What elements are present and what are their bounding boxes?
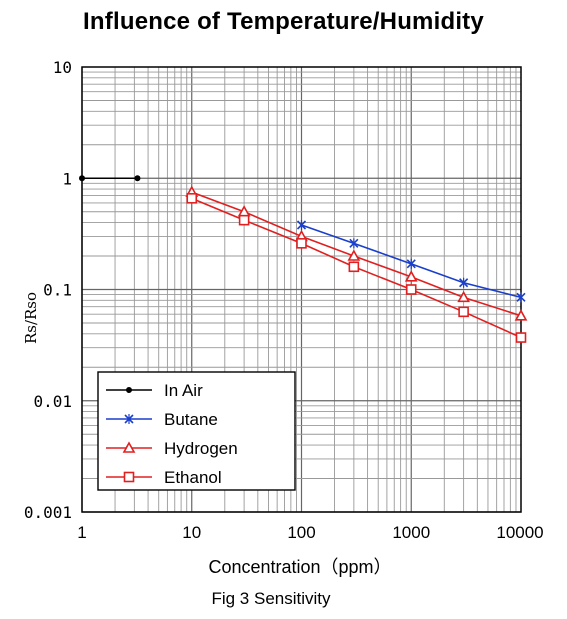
y-tick-label: 0.01 bbox=[33, 392, 72, 411]
legend-item-hydrogen: Hydrogen bbox=[106, 439, 238, 458]
series-layer bbox=[79, 175, 528, 343]
tick-labels: 0.001 0.01 0.1 1 10 1 10 100 1000 10000 bbox=[24, 58, 544, 542]
series-ethanol bbox=[186, 193, 527, 343]
data-point-hydrogen bbox=[457, 290, 470, 303]
y-tick-label: 0.1 bbox=[43, 281, 72, 300]
x-tick-label: 1 bbox=[77, 523, 86, 542]
y-tick-label: 10 bbox=[53, 58, 72, 77]
data-point-ethanol bbox=[348, 261, 360, 273]
x-tick-label: 1000 bbox=[392, 523, 430, 542]
data-point-ethanol bbox=[458, 306, 469, 318]
x-tick-label: 10000 bbox=[496, 523, 543, 542]
series-butane bbox=[296, 219, 526, 303]
x-tick-label: 100 bbox=[287, 523, 315, 542]
legend-label: In Air bbox=[164, 381, 203, 400]
data-point-ethanol bbox=[238, 214, 250, 226]
series-in-air bbox=[79, 175, 141, 182]
data-point-ethanol bbox=[186, 193, 198, 204]
data-point-butane bbox=[296, 219, 307, 230]
data-point-ethanol bbox=[296, 238, 307, 249]
legend-label: Butane bbox=[164, 410, 218, 429]
figure-caption: Fig 3 Sensitivity bbox=[211, 589, 331, 608]
x-axis-label: Concentration（ppm） bbox=[208, 557, 391, 577]
data-point-hydrogen bbox=[514, 309, 528, 321]
y-tick-label: 0.001 bbox=[24, 503, 72, 522]
data-point-ethanol bbox=[405, 284, 417, 295]
data-point-in-air bbox=[79, 175, 85, 182]
data-point-in-air bbox=[134, 175, 141, 182]
data-point-butane bbox=[406, 258, 416, 269]
legend-item-in-air: In Air bbox=[106, 381, 203, 400]
data-point-butane bbox=[349, 238, 359, 249]
legend-marker bbox=[123, 471, 135, 483]
data-point-hydrogen bbox=[404, 270, 418, 282]
legend-marker bbox=[122, 441, 136, 453]
data-point-butane bbox=[459, 277, 469, 288]
y-tick-label: 1 bbox=[62, 169, 72, 188]
y-axis-label: Rs/Rso bbox=[22, 292, 40, 344]
legend-label: Hydrogen bbox=[164, 439, 238, 458]
legend-label: Ethanol bbox=[164, 468, 222, 487]
data-point-hydrogen bbox=[347, 249, 361, 261]
legend-marker bbox=[124, 414, 134, 424]
legend-item-ethanol: Ethanol bbox=[106, 468, 222, 487]
page-title: Influence of Temperature/Humidity bbox=[83, 8, 484, 35]
legend: In Air Butane Hydrogen Ethanol bbox=[97, 371, 296, 491]
data-point-butane bbox=[516, 292, 526, 303]
x-tick-label: 10 bbox=[182, 523, 201, 542]
data-point-ethanol bbox=[515, 332, 527, 343]
legend-marker bbox=[126, 387, 132, 393]
legend-item-butane: Butane bbox=[106, 410, 218, 429]
plot-frame bbox=[81, 66, 522, 513]
